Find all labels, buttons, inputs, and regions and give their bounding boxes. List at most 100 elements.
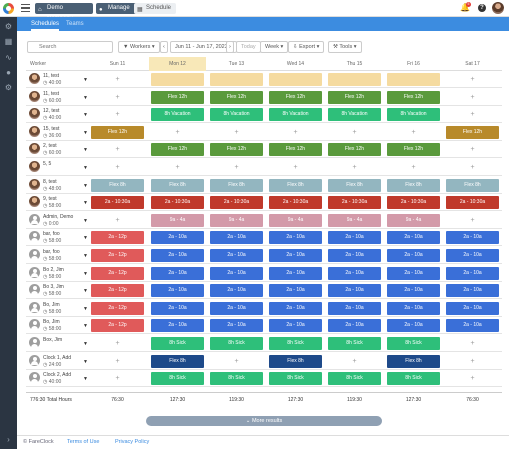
shift-block[interactable]: 8h Sick xyxy=(210,337,263,350)
add-shift-icon[interactable]: + xyxy=(234,164,239,171)
caret-down-icon[interactable]: ▼ xyxy=(83,94,88,101)
shift-block[interactable]: Flex 12h xyxy=(210,143,263,157)
add-shift-icon[interactable]: + xyxy=(470,357,475,365)
shift-block[interactable]: Flex 12h xyxy=(328,90,381,104)
caret-down-icon[interactable]: ▼ xyxy=(83,112,88,119)
shift-block[interactable]: Flex 12h xyxy=(328,143,381,157)
shift-block[interactable]: 2a - 10a xyxy=(210,266,263,280)
shift-block[interactable]: 9a - 4a xyxy=(387,213,440,227)
shift-block[interactable]: 2a - 10:30a xyxy=(328,196,381,210)
add-shift-icon[interactable]: + xyxy=(470,340,475,347)
breadcrumb-company[interactable]: ⌂Demo Company xyxy=(35,3,93,22)
add-shift-icon[interactable]: + xyxy=(115,111,120,119)
shift-block[interactable]: 2a - 10a xyxy=(151,249,204,262)
add-shift-icon[interactable]: + xyxy=(352,128,357,136)
view-selector[interactable]: Week ▾ xyxy=(260,41,289,53)
add-shift-icon[interactable]: + xyxy=(293,164,298,171)
caret-down-icon[interactable]: ▼ xyxy=(83,182,88,189)
add-shift-icon[interactable]: + xyxy=(175,128,180,136)
shift-block[interactable]: 2a - 10a xyxy=(328,319,381,333)
add-shift-icon[interactable]: + xyxy=(293,128,298,136)
tools-button[interactable]: ⚒ Tools ▾ xyxy=(328,41,362,53)
shift-block[interactable]: Flex 8h xyxy=(151,354,204,368)
shift-block[interactable] xyxy=(387,73,440,86)
shift-block[interactable]: 2a - 10a xyxy=(446,231,499,245)
search-input[interactable] xyxy=(27,41,113,53)
shift-block[interactable]: 9a - 4a xyxy=(269,213,322,227)
shift-block[interactable]: 2a - 10a xyxy=(446,319,499,333)
shift-block[interactable]: 2a - 10a xyxy=(446,301,499,315)
caret-down-icon[interactable]: ▼ xyxy=(83,341,88,347)
shift-block[interactable]: 8h Sick xyxy=(269,372,322,386)
shift-block[interactable]: 2a - 10:30a xyxy=(446,196,499,210)
gear-icon[interactable]: ⚙ xyxy=(4,22,13,31)
add-shift-icon[interactable]: + xyxy=(234,128,239,136)
add-shift-icon[interactable]: + xyxy=(115,216,120,224)
shift-block[interactable]: 2a - 10a xyxy=(269,301,322,315)
shift-block[interactable]: Flex 12h xyxy=(446,125,499,139)
shift-block[interactable]: 2a - 10a xyxy=(269,319,322,333)
shift-block[interactable]: 2a - 10a xyxy=(151,231,204,245)
shift-block[interactable]: Flex 8h xyxy=(269,354,322,368)
shift-block[interactable]: 2a - 10a xyxy=(328,301,381,315)
shift-block[interactable]: 2a - 10a xyxy=(387,319,440,333)
terms-link[interactable]: Terms of Use xyxy=(67,439,100,445)
shift-block[interactable]: 2a - 10a xyxy=(328,266,381,280)
add-shift-icon[interactable]: + xyxy=(115,357,120,365)
shift-block[interactable]: 2a - 10a xyxy=(387,231,440,245)
shift-block[interactable]: 2a - 10a xyxy=(387,266,440,280)
shift-block[interactable]: Flex 12h xyxy=(387,143,440,157)
add-shift-icon[interactable]: + xyxy=(352,357,357,365)
shift-block[interactable]: 8h Sick xyxy=(151,337,204,350)
shift-block[interactable]: 2a - 10a xyxy=(328,249,381,262)
shift-block[interactable]: 2a - 12p xyxy=(91,249,144,262)
tab-teams[interactable]: Teams xyxy=(66,21,84,27)
shift-block[interactable]: 8h Sick xyxy=(387,337,440,350)
bell-icon[interactable]: 🔔 xyxy=(460,3,470,12)
shift-block[interactable]: 8h Sick xyxy=(328,372,381,386)
caret-down-icon[interactable]: ▼ xyxy=(83,165,88,171)
caret-down-icon[interactable]: ▼ xyxy=(83,129,88,136)
next-week-button[interactable]: › xyxy=(226,41,234,53)
shift-block[interactable]: 8h Sick xyxy=(210,372,263,386)
shift-block[interactable]: Flex 12h xyxy=(151,90,204,104)
shift-block[interactable]: 2a - 12p xyxy=(91,319,144,333)
shift-block[interactable]: 2a - 10a xyxy=(269,231,322,245)
shift-block[interactable]: Flex 8h xyxy=(328,178,381,192)
shift-block[interactable]: 2a - 10a xyxy=(151,301,204,315)
add-shift-icon[interactable]: + xyxy=(470,375,475,383)
shift-block[interactable]: 8h Sick xyxy=(328,337,381,350)
calendar-icon[interactable]: ▦ xyxy=(4,37,13,46)
shift-block[interactable]: Flex 8h xyxy=(269,178,322,192)
shift-block[interactable]: 2a - 10a xyxy=(210,284,263,298)
caret-down-icon[interactable]: ▼ xyxy=(83,376,88,383)
prev-week-button[interactable]: ‹ xyxy=(160,41,168,53)
shift-block[interactable]: 2a - 10a xyxy=(151,284,204,298)
privacy-link[interactable]: Privacy Policy xyxy=(115,439,150,445)
help-icon[interactable]: ? xyxy=(478,4,486,12)
shift-block[interactable]: Flex 8h xyxy=(387,354,440,368)
shift-block[interactable]: 9a - 4a xyxy=(328,213,381,227)
shift-block[interactable] xyxy=(328,73,381,86)
shift-block[interactable]: 2a - 10:30a xyxy=(387,196,440,210)
shift-block[interactable]: 2a - 10a xyxy=(446,249,499,262)
shift-block[interactable]: 2a - 10:30a xyxy=(210,196,263,210)
add-shift-icon[interactable]: + xyxy=(411,164,416,171)
shift-block[interactable]: 2a - 10a xyxy=(210,231,263,245)
today-button[interactable]: Today xyxy=(236,41,261,53)
caret-down-icon[interactable]: ▼ xyxy=(83,77,88,83)
add-shift-icon[interactable]: + xyxy=(470,76,475,83)
shift-block[interactable]: 2a - 12p xyxy=(91,266,144,280)
add-shift-icon[interactable]: + xyxy=(234,357,239,365)
shift-block[interactable]: 8h Sick xyxy=(387,372,440,386)
shift-block[interactable]: 2a - 12p xyxy=(91,231,144,245)
shift-block[interactable]: 2a - 10a xyxy=(446,284,499,298)
add-shift-icon[interactable]: + xyxy=(470,216,475,224)
add-shift-icon[interactable]: + xyxy=(115,146,120,154)
add-shift-icon[interactable]: + xyxy=(115,340,120,347)
shift-block[interactable]: 2a - 10a xyxy=(446,266,499,280)
shift-block[interactable]: Flex 12h xyxy=(91,125,144,139)
add-shift-icon[interactable]: + xyxy=(115,76,120,83)
caret-down-icon[interactable]: ▼ xyxy=(83,200,88,207)
shift-block[interactable]: 2a - 10a xyxy=(210,301,263,315)
